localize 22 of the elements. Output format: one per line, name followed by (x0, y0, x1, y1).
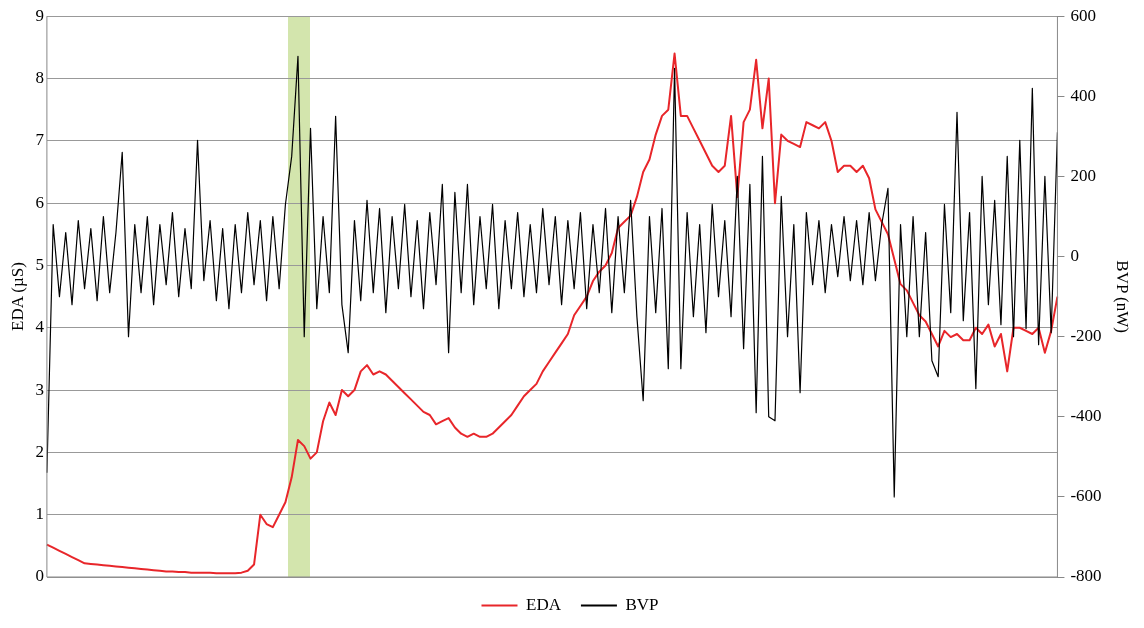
y2-tick-label: 600 (1070, 5, 1096, 25)
y-tick-label: 9 (35, 5, 44, 25)
y-tick-label: 7 (35, 130, 45, 150)
y2-tick-label: -800 (1070, 566, 1102, 586)
legend-label: BVP (625, 594, 659, 614)
y-tick-label: 1 (35, 504, 44, 524)
y-tick-label: 0 (35, 566, 44, 586)
y2-tick-label: 200 (1070, 165, 1096, 185)
y2-tick-label: 400 (1070, 85, 1096, 105)
y-tick-label: 4 (35, 317, 45, 337)
y2-tick-label: -400 (1070, 406, 1102, 426)
y-tick-label: 8 (35, 67, 44, 87)
y-tick-label: 6 (35, 192, 44, 212)
y-tick-label: 2 (35, 441, 44, 461)
y-axis-title: EDA (µS) (7, 262, 27, 332)
legend-label: EDA (526, 594, 562, 614)
y2-tick-label: -600 (1070, 486, 1102, 506)
y-tick-label: 5 (35, 254, 44, 274)
y2-tick-label: -200 (1070, 326, 1102, 346)
y-tick-label: 3 (35, 379, 44, 399)
y2-axis-title: BVP (nW) (1113, 260, 1133, 333)
y2-tick-label: 0 (1070, 246, 1079, 266)
